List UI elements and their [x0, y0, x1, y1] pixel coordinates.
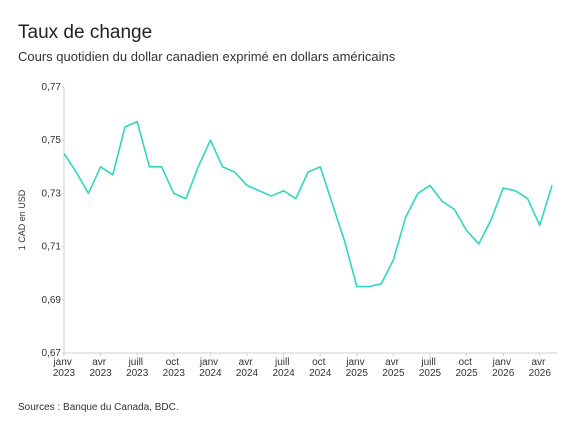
x-tick-label: janv 2026	[492, 357, 515, 379]
x-tick-label: janv 2023	[52, 357, 75, 379]
x-tick-label: avr 2025	[382, 357, 405, 379]
y-tick-label: 0,71	[42, 242, 62, 253]
x-tick-label: avr 2026	[529, 357, 552, 379]
x-tick-label: oct 2025	[455, 357, 478, 379]
x-tick-label: janv 2024	[199, 357, 222, 379]
x-tick-label: oct 2023	[163, 357, 186, 379]
x-tick-label: juill 2023	[126, 357, 149, 379]
y-tick-label: 0,67	[42, 348, 62, 359]
x-tick-label: janv 2025	[345, 357, 368, 379]
y-tick-label: 0,77	[42, 82, 62, 93]
source: Sources : Banque du Canada, BDC.	[18, 402, 179, 413]
chart-subtitle: Cours quotidien du dollar canadien expri…	[18, 49, 396, 64]
y-axis-label: 1 CAD en USD	[17, 189, 27, 250]
y-tick-label: 0,75	[42, 135, 62, 146]
x-tick-label: juill 2025	[419, 357, 442, 379]
x-tick-label: juill 2024	[272, 357, 295, 379]
x-tick-label: avr 2023	[89, 357, 112, 379]
y-tick-label: 0,73	[42, 188, 62, 199]
x-tick-label: oct 2024	[309, 357, 332, 379]
y-tick-label: 0,69	[42, 295, 62, 306]
series-line	[63, 120, 553, 288]
chart-title: Taux de change	[18, 22, 152, 43]
x-tick-label: avr 2024	[236, 357, 259, 379]
